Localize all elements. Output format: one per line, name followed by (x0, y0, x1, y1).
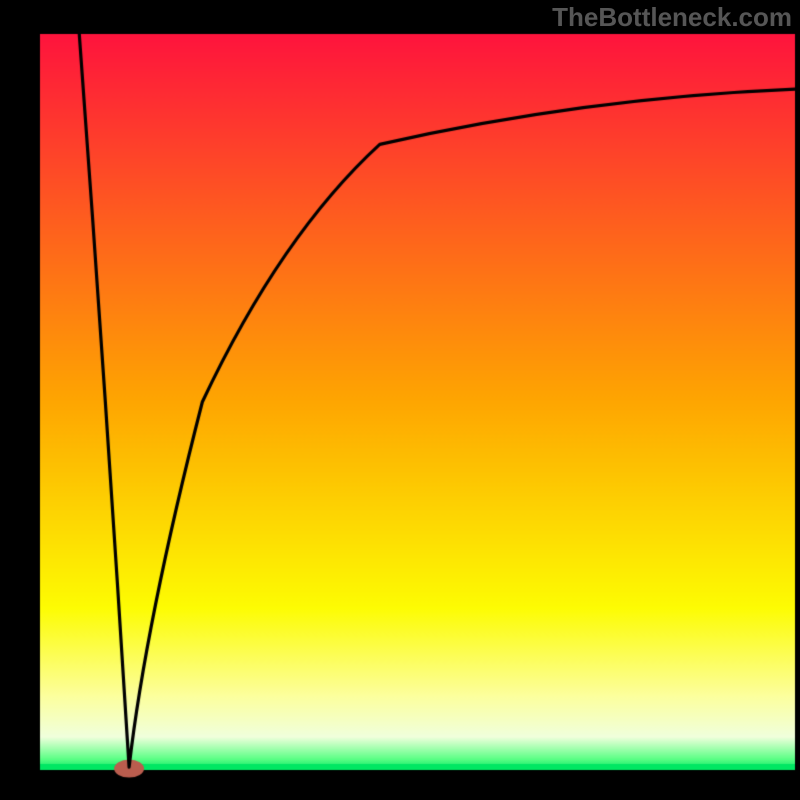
watermark-text: TheBottleneck.com (552, 2, 792, 33)
chart-container: TheBottleneck.com (0, 0, 800, 800)
bottleneck-chart-canvas (0, 0, 800, 800)
